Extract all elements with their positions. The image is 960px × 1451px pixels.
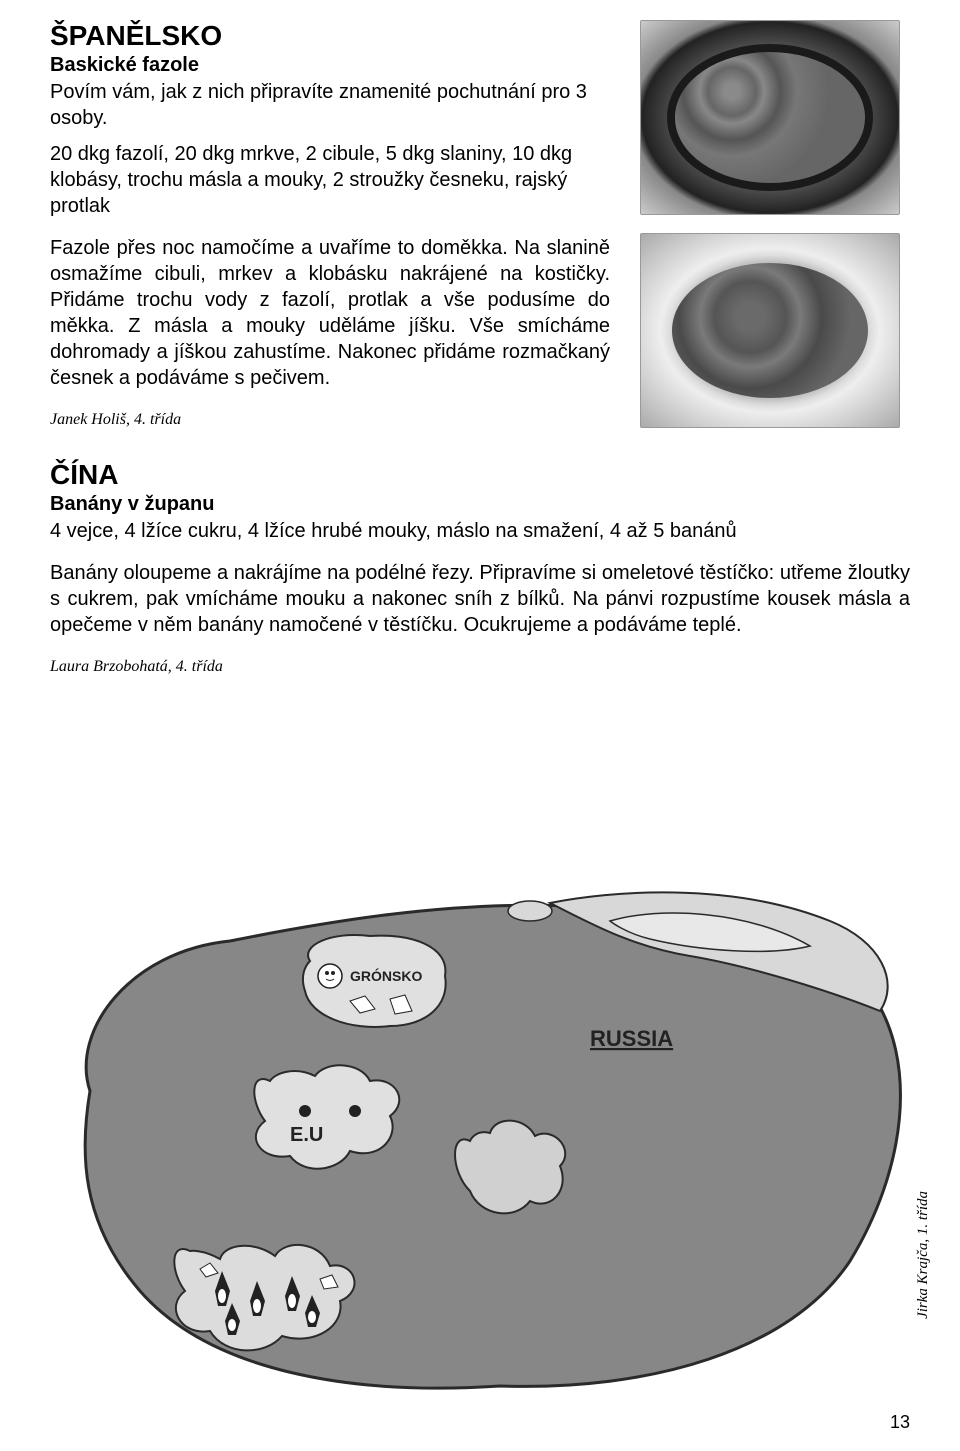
- recipe-china: ČÍNA Banány v županu 4 vejce, 4 lžíce cu…: [50, 459, 910, 676]
- map-label-eu: E.U: [290, 1124, 323, 1146]
- author-credit: Laura Brzobohatá, 4. třída: [50, 658, 910, 676]
- food-photo-pan: [640, 20, 900, 215]
- map-label-greenland: GRÓNSKO: [350, 967, 422, 984]
- food-photo-plate: [640, 233, 900, 428]
- instructions: Fazole přes noc namočíme a uvaříme to do…: [50, 235, 610, 391]
- ingredients: 20 dkg fazolí, 20 dkg mrkve, 2 cibule, 5…: [50, 141, 610, 219]
- photo-column: [640, 20, 910, 459]
- ingredients: 4 vejce, 4 lžíce cukru, 4 lžíce hrubé mo…: [50, 518, 910, 544]
- map-greenland: GRÓNSKO: [303, 935, 446, 1027]
- map-svg: GRÓNSKO E.U RUSSIA: [50, 851, 910, 1411]
- map-illustration: GRÓNSKO E.U RUSSIA: [50, 851, 910, 1411]
- country-heading: ČÍNA: [50, 459, 910, 491]
- recipe-intro: Povím vám, jak z nich připravíte znameni…: [50, 79, 610, 131]
- instructions: Banány oloupeme a nakrájíme na podélné ř…: [50, 560, 910, 638]
- recipe-spain: ŠPANĚLSKO Baskické fazole Povím vám, jak…: [50, 20, 610, 429]
- country-heading: ŠPANĚLSKO: [50, 20, 610, 52]
- page-number: 13: [890, 1412, 910, 1433]
- map-label-russia: RUSSIA: [590, 1026, 673, 1051]
- recipe-name: Banány v županu: [50, 493, 910, 516]
- illustration-credit: Jirka Krajča, 1. třída: [915, 1191, 932, 1319]
- author-credit: Janek Holiš, 4. třída: [50, 411, 610, 429]
- recipe-name: Baskické fazole: [50, 54, 610, 77]
